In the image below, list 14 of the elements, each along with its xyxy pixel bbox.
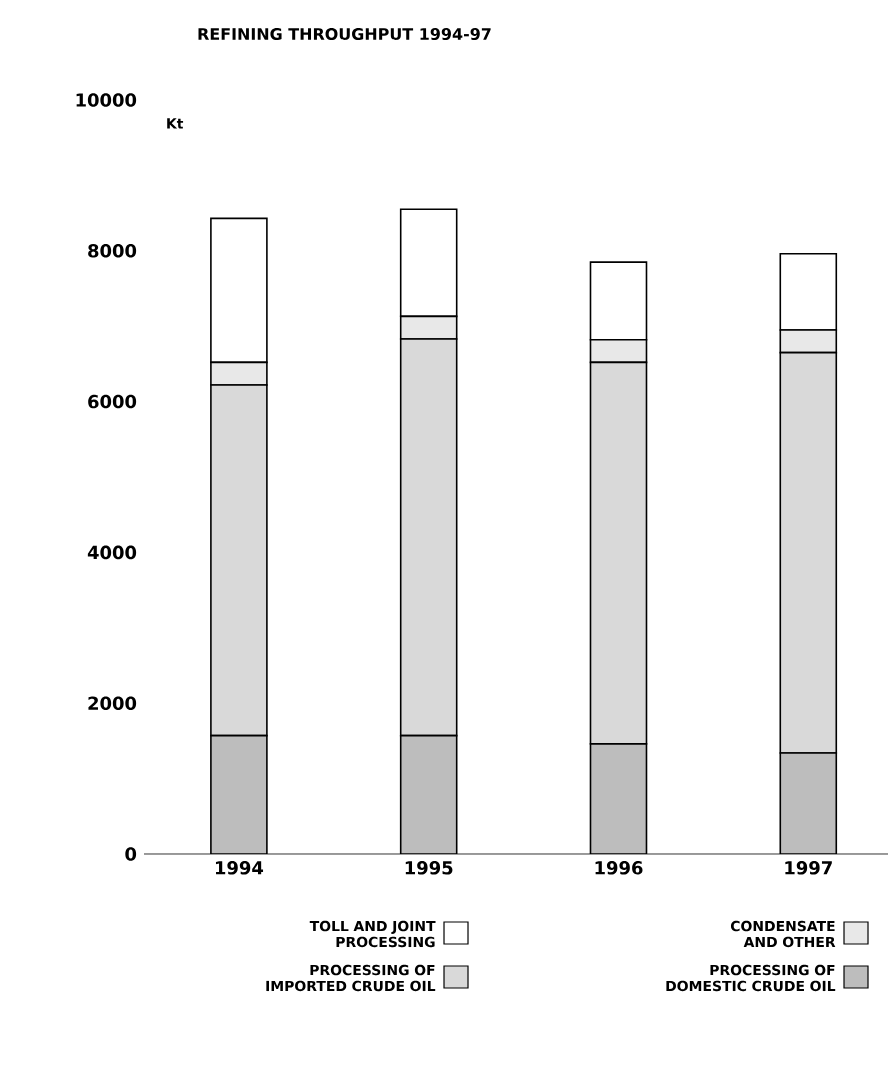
bar: [399, 734, 458, 854]
x-tick-label: 1994: [215, 861, 264, 875]
y-tick-label: 6000: [88, 394, 137, 409]
x-tick-label: 1997: [785, 861, 832, 875]
x-tick-label: 1995: [405, 861, 453, 875]
y-tick-label: 4000: [87, 545, 137, 560]
y-tick-label: 0: [125, 847, 137, 861]
y-tick-label: 10000: [76, 93, 137, 107]
bar: [589, 743, 648, 854]
bar: [210, 734, 268, 854]
y-tick-label: 8000: [88, 244, 137, 258]
bar: [779, 752, 838, 854]
y-tick-label: 2000: [88, 696, 137, 710]
x-tick-label: 1996: [595, 861, 643, 875]
